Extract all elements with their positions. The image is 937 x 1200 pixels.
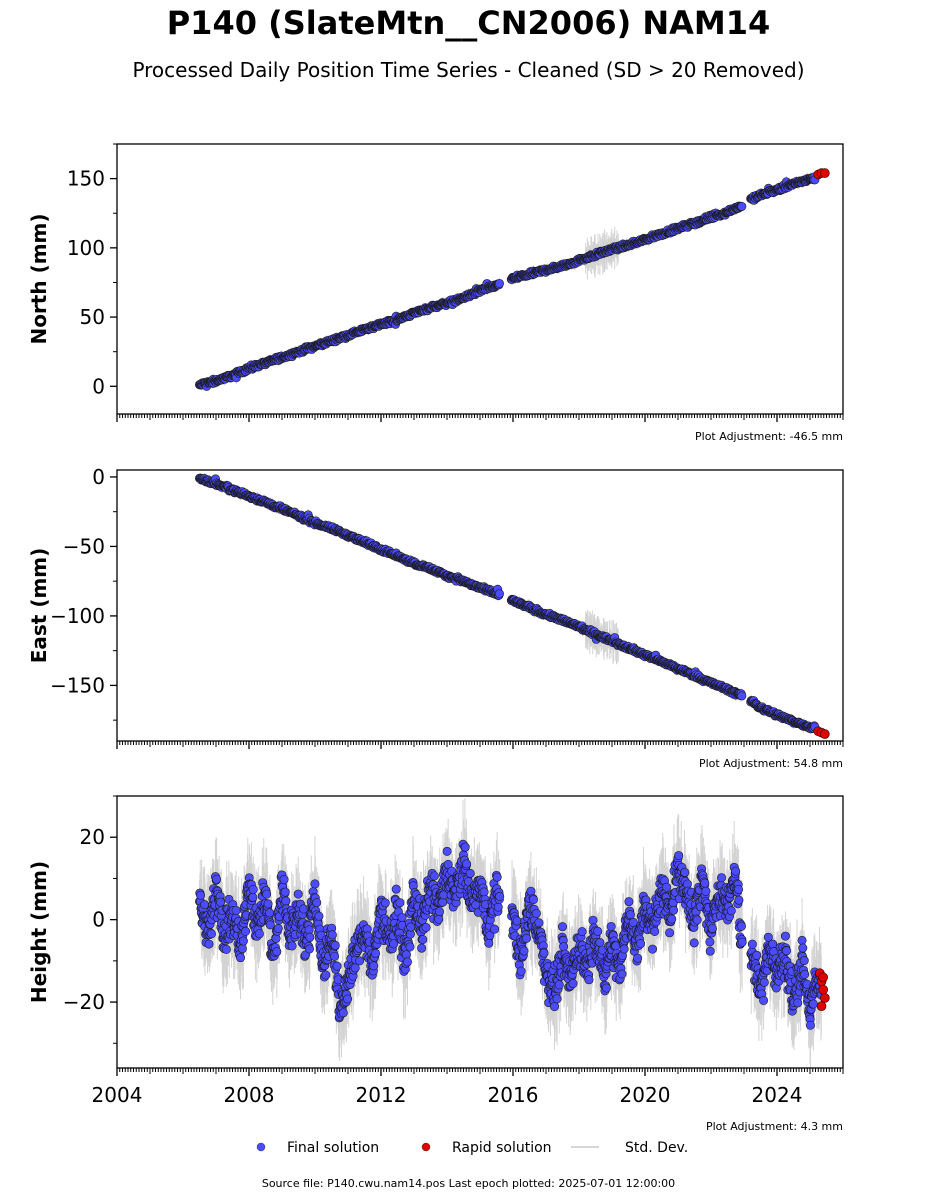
- final-solution-point: [737, 201, 747, 211]
- rapid-solution-points: [813, 168, 830, 180]
- final-solution-point: [494, 278, 504, 288]
- y-tick-label: −50: [63, 534, 105, 558]
- final-solution-points: [195, 473, 820, 734]
- final-solution-point: [737, 691, 747, 701]
- plot-area: [195, 473, 830, 739]
- rapid-solution-point: [820, 168, 830, 178]
- y-tick-label: 50: [80, 305, 105, 329]
- plot-frame: [116, 469, 844, 742]
- y-tick-label: 0: [92, 465, 105, 489]
- rapid-solution-points: [813, 726, 830, 739]
- y-tick-label: 150: [67, 167, 105, 191]
- plot-adjustment-note: Plot Adjustment: -46.5 mm: [695, 430, 843, 443]
- plot-area: [195, 168, 830, 391]
- plot-area: [195, 798, 830, 1068]
- plot-adjustment-note: Plot Adjustment: 54.8 mm: [699, 757, 843, 770]
- chart-subtitle: Processed Daily Position Time Series - C…: [132, 58, 805, 82]
- final-solution-points: [195, 172, 820, 391]
- panel-0: 0 50 100 150 North (mm) Plot Adjustment: -46.…: [27, 143, 844, 443]
- rapid-solution-point: [820, 729, 830, 739]
- chart-title: P140 (SlateMtn__CN2006) NAM14: [166, 4, 771, 42]
- final-solution-point: [494, 589, 504, 599]
- y-axis-label: East (mm): [27, 548, 51, 664]
- y-tick-label: −100: [50, 604, 105, 628]
- y-tick-label: 100: [67, 236, 105, 260]
- panel-1: 0 −50 −100 −150 East (mm) Plot Adjustment: 54…: [27, 465, 844, 770]
- y-tick-label: −150: [50, 673, 105, 697]
- y-axis-label: North (mm): [27, 213, 51, 344]
- y-tick-label: 0: [92, 374, 105, 398]
